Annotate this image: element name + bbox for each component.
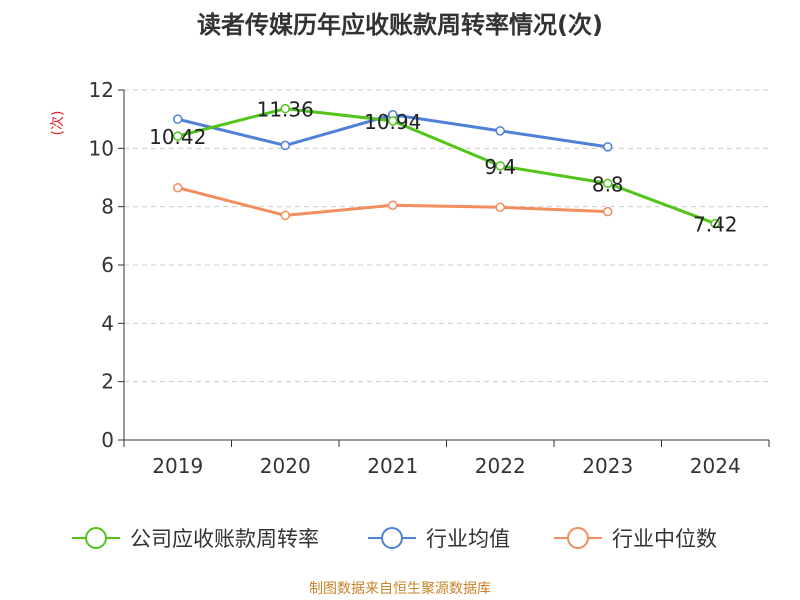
series: [173, 103, 720, 229]
legend-item-1[interactable]: 公司应收账款周转率: [72, 527, 319, 551]
legend-label-3: 行业中位数: [612, 527, 717, 551]
data-label-2021: 10.94: [364, 110, 421, 134]
legend-label-1: 公司应收账款周转率: [130, 527, 319, 551]
x-tick-label-2021: 2021: [367, 454, 418, 478]
source-note: 制图数据来自恒生聚源数据库: [309, 581, 491, 597]
x-tick-label-2023: 2023: [582, 454, 633, 478]
data-label-2023: 8.8: [592, 172, 624, 196]
x-tick-label-2020: 2020: [260, 454, 311, 478]
series-2-point-2019[interactable]: [173, 114, 183, 124]
y-axis-label: (次): [50, 111, 66, 136]
series-2: [173, 110, 613, 152]
legend[interactable]: 公司应收账款周转率 行业均值 行业中位数: [72, 527, 717, 551]
data-label-2020: 11.36: [257, 98, 314, 122]
data-label-2019: 10.42: [149, 125, 206, 149]
series-3-point-2021[interactable]: [388, 200, 398, 210]
y-tick-label-10: 10: [89, 136, 114, 160]
series-3-point-2019[interactable]: [173, 182, 183, 193]
y-tick-label-12: 12: [89, 78, 114, 102]
series-1-point-2020[interactable]: [280, 103, 290, 114]
series-3-point-2022[interactable]: [495, 202, 505, 212]
x-tick-label-2019: 2019: [152, 454, 203, 478]
x-tick-label-2024: 2024: [690, 454, 741, 478]
legend-marker-3: [567, 527, 589, 549]
series-2-point-2022[interactable]: [495, 126, 505, 136]
series-1-point-2019[interactable]: [173, 131, 183, 141]
series-1-point-2024[interactable]: [710, 218, 720, 229]
legend-marker-1: [85, 527, 107, 549]
y-tick-label-0: 0: [101, 428, 114, 452]
axes: 0 2 4 6 8 10 12 2019 2020 2021 2022 2023 2024: [89, 78, 770, 478]
series-1: [173, 103, 720, 229]
series-3-point-2023[interactable]: [603, 206, 613, 217]
series-line-1: [177, 107, 716, 225]
y-tick-label-4: 4: [101, 311, 114, 335]
series-1-point-2023[interactable]: [603, 178, 613, 189]
data-labels: 10.42 11.36 10.94 9.4 8.8 7.42: [149, 98, 737, 237]
series-3: [173, 182, 613, 221]
grid: [124, 89, 769, 383]
y-tick-label-6: 6: [101, 253, 114, 277]
series-1-point-2021[interactable]: [388, 116, 398, 126]
data-label-2022: 9.4: [484, 155, 516, 179]
data-label-2024: 7.42: [693, 213, 738, 237]
x-tick-label-2022: 2022: [475, 454, 526, 478]
chart-title: 读者传媒历年应收账款周转率情况(次): [197, 11, 603, 39]
legend-label-2: 行业均值: [426, 527, 510, 551]
legend-item-3[interactable]: 行业中位数: [554, 527, 717, 551]
y-tick-label-2: 2: [101, 370, 114, 394]
series-1-point-2022[interactable]: [495, 161, 505, 171]
series-2-point-2020[interactable]: [280, 140, 290, 151]
y-tick-label-8: 8: [101, 195, 114, 219]
legend-marker-2: [381, 527, 403, 549]
series-3-point-2020[interactable]: [280, 210, 290, 221]
legend-item-2[interactable]: 行业均值: [368, 527, 510, 551]
series-2-point-2023[interactable]: [603, 142, 613, 152]
